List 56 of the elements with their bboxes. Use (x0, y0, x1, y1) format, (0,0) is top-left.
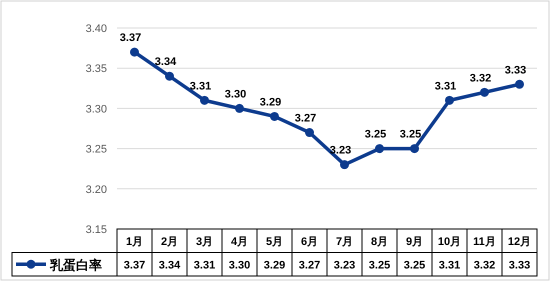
point (305, 128, 314, 138)
data-label: 3.31 (194, 260, 216, 272)
text: 3.31 (190, 80, 212, 92)
data-label: 3.25 (368, 260, 390, 272)
x-tick-label: 9月 (406, 236, 424, 248)
text: 3.32 (470, 72, 492, 84)
text: 3.25 (364, 128, 386, 141)
x-tick-label: 11月 (473, 236, 496, 248)
point (200, 96, 209, 105)
x-tick-label: 10月 (438, 236, 462, 248)
point (515, 80, 524, 89)
data-label: 3.33 (508, 260, 530, 272)
data-label: 3.34 (158, 260, 182, 272)
x-tick-label: 6月 (300, 236, 318, 248)
text: 3.25 (400, 128, 422, 141)
legend-label: 乳蛋白率 (49, 257, 102, 272)
text: 3.31 (434, 80, 456, 92)
data-label: 3.31 (438, 260, 460, 272)
text: 3.37 (120, 32, 142, 44)
point (165, 72, 174, 81)
point (445, 96, 454, 105)
x-tick-label: 1月 (126, 236, 144, 248)
point (270, 112, 279, 121)
text: 3.29 (260, 96, 282, 108)
y-tick-label: 3.15 (86, 224, 107, 236)
point (340, 160, 349, 170)
data-label: 3.30 (228, 260, 250, 272)
x-tick-label: 3月 (196, 236, 214, 248)
point (235, 104, 244, 113)
text: 3.34 (154, 56, 176, 68)
y-tick-label: 3.35 (86, 63, 107, 76)
y-tick-label: 3.40 (86, 23, 107, 35)
point (480, 88, 489, 97)
y-tick-label: 3.30 (86, 103, 107, 116)
y-tick-label: 3.25 (86, 144, 107, 156)
data-label: 3.29 (264, 260, 286, 272)
data-label: 3.25 (404, 260, 426, 272)
x-tick-label: 12月 (508, 236, 532, 248)
x-tick-label: 8月 (370, 236, 388, 248)
x-tick-label: 2月 (160, 236, 178, 248)
point (130, 48, 139, 57)
text: 3.33 (504, 64, 526, 76)
y-tick-label: 3.20 (86, 184, 107, 196)
legend: 乳蛋白率 (16, 257, 102, 272)
text: 3.27 (294, 112, 316, 125)
text: 3.30 (224, 88, 246, 100)
data-label: 3.27 (298, 260, 320, 272)
data-label: 3.23 (334, 260, 356, 272)
x-tick-label: 4月 (230, 236, 248, 248)
text: 3.23 (330, 144, 352, 157)
data-label: 3.37 (124, 260, 146, 272)
point (375, 144, 384, 154)
point (410, 144, 419, 154)
x-tick-label: 7月 (336, 236, 354, 248)
data-label: 3.32 (474, 260, 496, 272)
x-tick-label: 5月 (266, 236, 284, 248)
